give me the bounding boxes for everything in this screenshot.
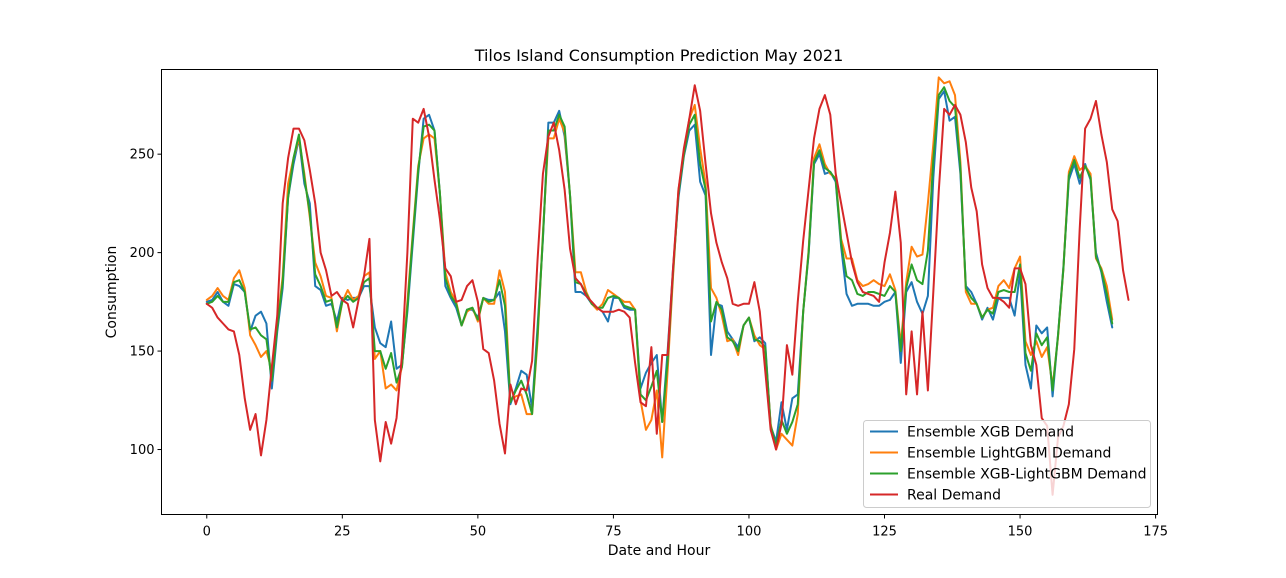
y-tick-label: 150	[130, 345, 155, 360]
plot-area	[161, 69, 1158, 515]
legend-label: Real Demand	[907, 488, 1001, 504]
legend-label: Ensemble XGB Demand	[907, 425, 1074, 441]
x-tick-label: 175	[1143, 525, 1168, 540]
legend-label: Ensemble XGB-LightGBM Demand	[907, 467, 1147, 483]
x-tick-label: 0	[203, 525, 211, 540]
x-axis-label: Date and Hour	[608, 543, 711, 559]
series-line-4	[205, 84, 1130, 496]
x-axis: 0 25 50 75 100 125 150 175	[203, 514, 1168, 540]
plot-frame	[161, 69, 1158, 515]
legend-items: Ensemble XGB Demand Ensemble LightGBM Dem…	[870, 425, 1147, 504]
legend-label: Ensemble LightGBM Demand	[907, 446, 1111, 462]
y-axis-label: Consumption	[104, 246, 120, 339]
x-tick-label: 125	[872, 525, 897, 540]
legend-box	[863, 420, 1151, 508]
chart-title: Tilos Island Consumption Prediction May …	[474, 46, 844, 65]
legend: Ensemble XGB Demand Ensemble LightGBM Dem…	[863, 420, 1151, 508]
x-tick-label: 50	[470, 525, 487, 540]
y-axis: 100 150 200 250	[130, 148, 162, 458]
x-tick-label: 100	[737, 525, 762, 540]
series-layer	[205, 76, 1130, 496]
x-tick-label: 150	[1008, 525, 1033, 540]
x-tick-label: 75	[605, 525, 622, 540]
x-tick-label: 25	[334, 525, 351, 540]
y-tick-label: 200	[130, 246, 155, 261]
y-tick-label: 250	[130, 148, 155, 163]
y-tick-label: 100	[130, 443, 155, 458]
